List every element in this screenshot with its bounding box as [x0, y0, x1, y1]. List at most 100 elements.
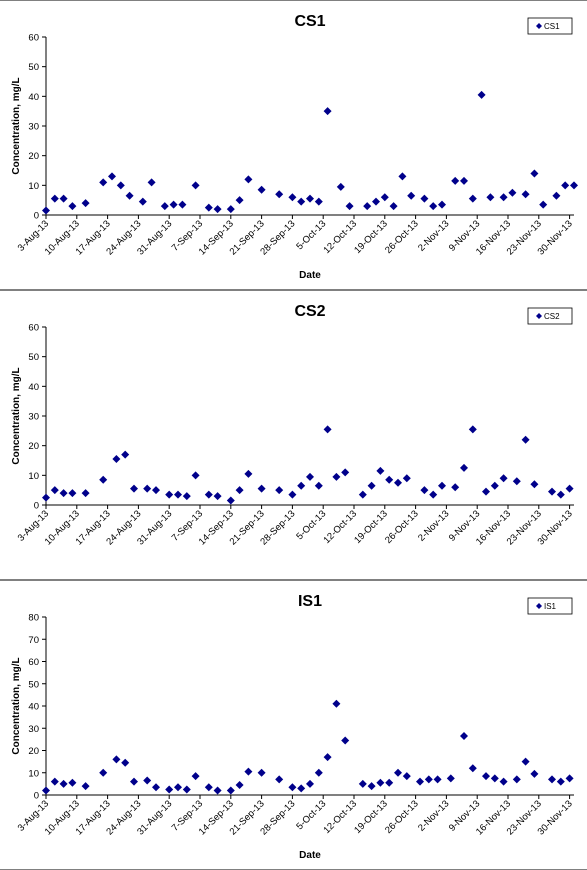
y-tick-label: 20 [28, 441, 39, 452]
data-point [314, 197, 323, 206]
x-tick-label: 2-Nov-13 [416, 508, 451, 543]
data-point [561, 181, 570, 190]
data-point [451, 483, 460, 492]
data-point [570, 181, 578, 190]
data-point [165, 785, 174, 794]
data-point [59, 779, 68, 788]
data-point [174, 490, 182, 499]
data-point [204, 490, 213, 499]
data-point [244, 469, 253, 478]
data-point [116, 181, 125, 190]
data-point [376, 778, 385, 787]
legend-marker [536, 603, 542, 609]
data-point [433, 775, 442, 784]
data-point [130, 484, 138, 493]
data-point [257, 185, 266, 194]
data-point [191, 772, 200, 781]
y-axis-label: Concentration, mg/L [11, 367, 22, 464]
data-point [499, 777, 508, 786]
data-point [68, 202, 77, 211]
y-tick-label: 60 [28, 323, 39, 334]
data-point [50, 486, 59, 495]
data-point [429, 490, 438, 499]
data-point [59, 489, 68, 498]
data-point [68, 489, 77, 498]
y-tick-label: 40 [28, 92, 39, 103]
data-point [376, 466, 385, 475]
legend: IS1 [527, 597, 573, 615]
chart-cs2: CS201020304050603-Aug-1310-Aug-1317-Aug-… [11, 303, 575, 547]
data-point [152, 783, 160, 792]
legend-box [527, 17, 573, 35]
y-tick-label: 40 [28, 702, 39, 713]
y-axis-label: Concentration, mg/L [11, 657, 22, 754]
data-point [191, 181, 200, 190]
data-point [407, 191, 416, 200]
x-axis-label: Date [299, 270, 321, 281]
data-point [424, 775, 433, 784]
data-point [42, 493, 50, 502]
chart-title: CS1 [294, 13, 325, 30]
data-point [398, 172, 407, 181]
data-point [539, 200, 548, 209]
data-point [174, 783, 182, 792]
data-point [50, 777, 59, 786]
data-point [288, 490, 297, 499]
data-point [336, 182, 345, 191]
data-point [512, 477, 521, 486]
data-point [477, 90, 486, 99]
data-point [394, 478, 402, 487]
data-point [152, 486, 160, 495]
data-point [226, 496, 235, 505]
data-point [323, 107, 332, 116]
legend: CS1 [527, 17, 573, 35]
legend-box [527, 597, 573, 615]
y-tick-label: 10 [28, 181, 39, 192]
data-point [226, 205, 235, 214]
y-axis-label: Concentration, mg/L [11, 77, 22, 174]
data-point [235, 486, 244, 495]
data-point [451, 176, 460, 185]
data-point [169, 200, 178, 209]
data-point [130, 777, 138, 786]
chart-is1: IS1010203040506070803-Aug-1310-Aug-1317-… [11, 593, 575, 861]
data-point [275, 486, 284, 495]
x-tick-label: 2-Nov-13 [416, 218, 451, 253]
data-point [99, 178, 108, 187]
legend-marker [536, 23, 542, 29]
data-point [499, 474, 508, 483]
data-point [42, 206, 50, 215]
data-point [121, 758, 130, 767]
data-point [367, 481, 376, 490]
data-point [420, 486, 429, 495]
data-point [363, 202, 372, 211]
data-point [81, 199, 90, 208]
x-tick-label: 26-Oct-13 [383, 218, 421, 256]
data-point [160, 202, 169, 211]
data-point [468, 764, 477, 773]
data-point [191, 471, 200, 480]
data-point [565, 484, 574, 493]
data-point [499, 193, 508, 202]
data-point [288, 193, 297, 202]
chart-title: IS1 [298, 593, 322, 610]
data-point [490, 481, 499, 490]
data-point [394, 768, 402, 777]
data-point [332, 699, 341, 708]
data-point [323, 753, 332, 762]
data-point [235, 780, 244, 789]
y-tick-label: 0 [34, 501, 39, 512]
data-point [460, 176, 468, 185]
data-point [402, 474, 411, 483]
chart-cs1: CS101020304050603-Aug-1310-Aug-1317-Aug-… [11, 13, 578, 281]
data-point [244, 175, 253, 184]
y-tick-label: 30 [28, 122, 39, 133]
data-point [143, 484, 152, 493]
data-point [460, 732, 468, 741]
data-point [297, 481, 306, 490]
data-point [288, 783, 297, 792]
y-tick-label: 0 [34, 211, 39, 222]
data-point [482, 772, 490, 781]
data-point [59, 194, 68, 203]
data-point [213, 205, 222, 214]
